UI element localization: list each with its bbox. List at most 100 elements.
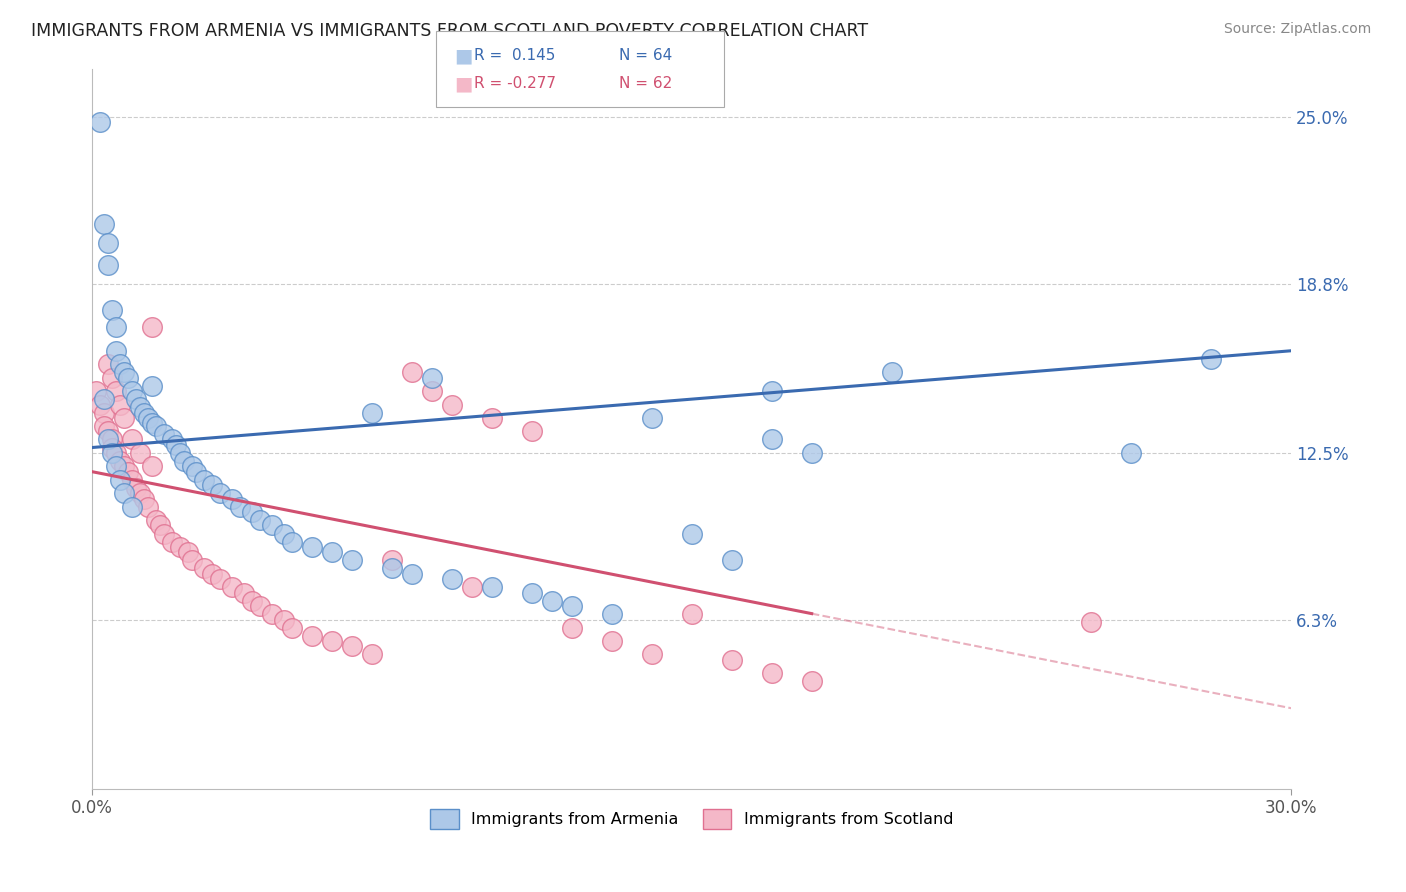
Point <box>141 459 163 474</box>
Point <box>160 534 183 549</box>
Point <box>125 392 148 406</box>
Point <box>340 553 363 567</box>
Point <box>641 648 664 662</box>
Point <box>209 486 232 500</box>
Point <box>381 553 404 567</box>
Point <box>209 572 232 586</box>
Point <box>108 473 131 487</box>
Point <box>112 486 135 500</box>
Point <box>134 491 156 506</box>
Point <box>720 553 742 567</box>
Point <box>105 446 128 460</box>
Point <box>641 411 664 425</box>
Text: Source: ZipAtlas.com: Source: ZipAtlas.com <box>1223 22 1371 37</box>
Point <box>105 319 128 334</box>
Point <box>1201 351 1223 366</box>
Point <box>481 411 503 425</box>
Point <box>97 357 120 371</box>
Point <box>321 634 343 648</box>
Point <box>273 526 295 541</box>
Point <box>681 526 703 541</box>
Point <box>181 553 204 567</box>
Point <box>173 454 195 468</box>
Legend: Immigrants from Armenia, Immigrants from Scotland: Immigrants from Armenia, Immigrants from… <box>423 803 960 835</box>
Point <box>121 473 143 487</box>
Point <box>1121 446 1143 460</box>
Point <box>125 481 148 495</box>
Point <box>381 561 404 575</box>
Point <box>461 580 484 594</box>
Point <box>520 425 543 439</box>
Point <box>112 365 135 379</box>
Point <box>153 427 176 442</box>
Point <box>97 425 120 439</box>
Point <box>761 666 783 681</box>
Point <box>281 621 304 635</box>
Point <box>440 397 463 411</box>
Point <box>520 585 543 599</box>
Point <box>184 465 207 479</box>
Point <box>141 378 163 392</box>
Point <box>97 236 120 251</box>
Point <box>121 500 143 514</box>
Point <box>97 433 120 447</box>
Text: N = 64: N = 64 <box>619 48 672 63</box>
Point <box>361 648 384 662</box>
Point <box>145 513 167 527</box>
Point <box>600 607 623 622</box>
Point <box>249 599 271 613</box>
Point <box>681 607 703 622</box>
Point <box>93 406 115 420</box>
Point <box>112 459 135 474</box>
Point <box>240 505 263 519</box>
Point <box>165 438 187 452</box>
Point <box>181 459 204 474</box>
Point <box>105 459 128 474</box>
Point <box>136 500 159 514</box>
Point <box>129 400 152 414</box>
Point <box>440 572 463 586</box>
Point <box>540 593 562 607</box>
Point <box>101 433 124 447</box>
Point <box>101 441 124 455</box>
Point <box>108 397 131 411</box>
Point <box>221 580 243 594</box>
Point <box>761 384 783 398</box>
Point <box>108 357 131 371</box>
Point <box>169 446 191 460</box>
Point <box>84 384 107 398</box>
Point <box>481 580 503 594</box>
Point <box>121 433 143 447</box>
Point <box>880 365 903 379</box>
Point <box>129 486 152 500</box>
Point <box>301 629 323 643</box>
Text: ■: ■ <box>454 74 472 94</box>
Point <box>145 419 167 434</box>
Point <box>321 545 343 559</box>
Point <box>240 593 263 607</box>
Point <box>177 545 200 559</box>
Point <box>93 218 115 232</box>
Point <box>361 406 384 420</box>
Point <box>112 411 135 425</box>
Point <box>136 411 159 425</box>
Point <box>600 634 623 648</box>
Point <box>420 370 443 384</box>
Text: IMMIGRANTS FROM ARMENIA VS IMMIGRANTS FROM SCOTLAND POVERTY CORRELATION CHART: IMMIGRANTS FROM ARMENIA VS IMMIGRANTS FR… <box>31 22 868 40</box>
Point <box>97 258 120 272</box>
Point <box>101 303 124 318</box>
Point <box>260 607 283 622</box>
Point <box>561 599 583 613</box>
Point <box>153 526 176 541</box>
Point <box>105 343 128 358</box>
Point <box>201 566 224 581</box>
Point <box>121 384 143 398</box>
Point <box>273 613 295 627</box>
Point <box>800 446 823 460</box>
Point <box>101 370 124 384</box>
Point <box>249 513 271 527</box>
Point <box>720 653 742 667</box>
Point <box>260 518 283 533</box>
Point <box>108 454 131 468</box>
Point <box>221 491 243 506</box>
